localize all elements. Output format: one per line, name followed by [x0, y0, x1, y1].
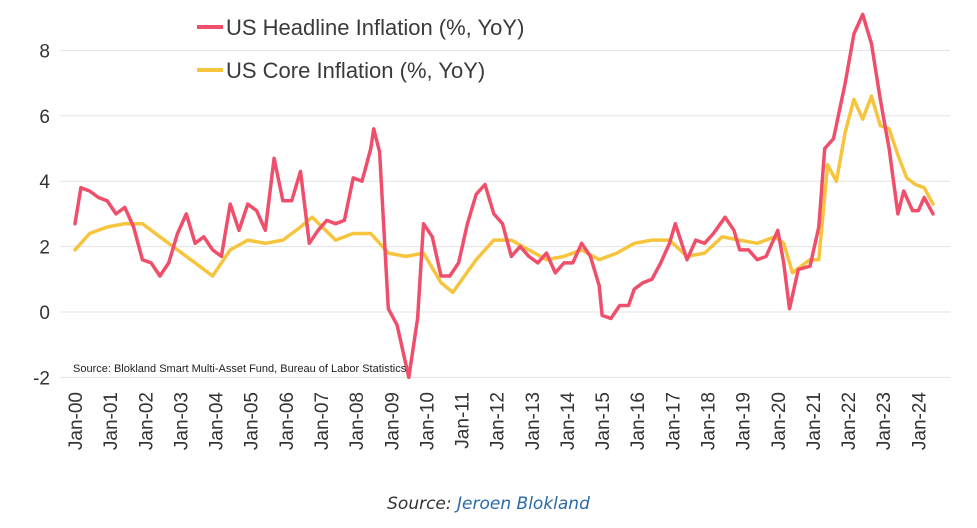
x-tick-label: Jan-13 — [523, 392, 544, 450]
y-tick-label: 8 — [39, 41, 50, 62]
caption-author-link[interactable]: Jeroen Blokland — [457, 494, 590, 514]
legend-label-core: US Core Inflation (%, YoY) — [226, 58, 485, 83]
series-line-headline — [73, 12, 935, 380]
x-tick-label: Jan-07 — [312, 392, 333, 450]
x-tick-label: Jan-04 — [207, 392, 228, 451]
x-tick-label: Jan-02 — [136, 392, 157, 450]
y-tick-label: 4 — [39, 172, 50, 193]
x-tick-label: Jan-09 — [382, 392, 403, 450]
x-tick-label: Jan-22 — [839, 392, 860, 450]
y-tick-label: 6 — [39, 107, 50, 128]
x-tick-label: Jan-15 — [593, 392, 614, 450]
x-tick-label: Jan-24 — [909, 392, 930, 451]
legend: US Headline Inflation (%, YoY) US Core I… — [197, 15, 524, 83]
x-tick-label: Jan-05 — [242, 392, 263, 450]
x-axis-tick-labels: Jan-00 Jan-01 Jan-02 Jan-03 Jan-04 Jan-05 Jan-… — [66, 392, 930, 451]
x-tick-label: Jan-18 — [699, 392, 720, 450]
x-tick-label: Jan-10 — [417, 392, 438, 450]
x-tick-label: Jan-03 — [171, 392, 192, 450]
x-tick-label: Jan-01 — [101, 392, 122, 450]
caption-prefix: Source: — [387, 494, 458, 514]
legend-label-headline: US Headline Inflation (%, YoY) — [226, 15, 524, 40]
gridlines — [60, 49, 950, 378]
x-tick-label: Jan-20 — [769, 392, 790, 450]
y-axis-tick-labels: -2 0 2 4 6 8 — [33, 41, 50, 389]
x-tick-label: Jan-21 — [804, 392, 825, 450]
x-tick-label: Jan-06 — [277, 392, 298, 450]
y-tick-label: 2 — [39, 238, 50, 259]
series-line-core — [73, 94, 935, 295]
image-caption: Source: Jeroen Blokland — [0, 494, 977, 514]
x-tick-label: Jan-14 — [558, 392, 579, 451]
x-tick-label: Jan-23 — [874, 392, 895, 450]
x-tick-label: Jan-11 — [453, 392, 474, 449]
x-tick-label: Jan-00 — [66, 392, 87, 450]
x-tick-label: Jan-08 — [347, 392, 368, 450]
y-tick-label: -2 — [33, 368, 50, 389]
x-tick-label: Jan-16 — [628, 392, 649, 450]
series-lines — [73, 12, 935, 380]
x-tick-label: Jan-17 — [663, 392, 684, 450]
y-tick-label: 0 — [39, 303, 50, 324]
chart-source-note: Source: Blokland Smart Multi-Asset Fund,… — [73, 363, 407, 375]
x-tick-label: Jan-12 — [488, 392, 509, 450]
x-tick-label: Jan-19 — [734, 392, 755, 450]
